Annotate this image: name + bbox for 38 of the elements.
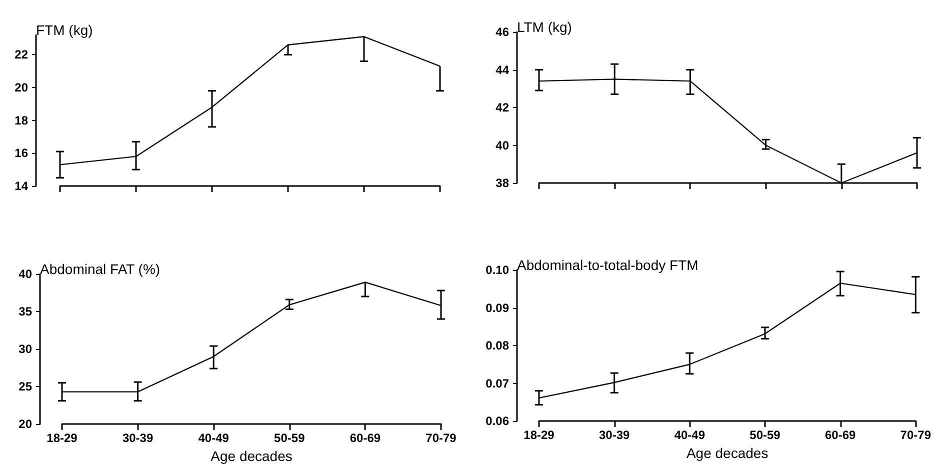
y-tick-label: 42 [496, 100, 510, 114]
x-tick-label: 18-29 [524, 428, 555, 442]
y-tick-label: 20 [18, 417, 32, 432]
y-axis-title: Abdominal-to-total-body FTM [517, 257, 698, 273]
y-tick-label: 22 [14, 48, 28, 62]
x-tick-label: 70-79 [426, 431, 457, 446]
y-tick-label: 46 [496, 25, 510, 39]
x-tick-label: 40-49 [198, 431, 230, 446]
y-axis-title: FTM (kg) [36, 22, 93, 38]
x-tick-label: 60-69 [350, 431, 381, 446]
y-tick-label: 0.09 [486, 300, 510, 315]
y-tick-label: 14 [14, 179, 28, 193]
y-tick-label: 44 [496, 62, 510, 77]
y-tick-label: 40 [18, 267, 32, 281]
y-tick-label: 0.07 [486, 376, 510, 390]
y-tick-label: 0.10 [486, 263, 510, 277]
y-tick-label: 38 [496, 176, 510, 190]
x-tick-label: 30-39 [598, 428, 630, 442]
x-tick-label: 40-49 [674, 428, 706, 442]
x-tick-label: 18-29 [46, 431, 78, 446]
x-tick-label: 70-79 [900, 428, 932, 442]
x-axis-title: Age decades [686, 444, 768, 461]
y-tick-label: 0.08 [486, 338, 510, 352]
y-tick-label: 16 [14, 146, 28, 160]
y-tick-label: 35 [18, 304, 32, 319]
y-tick-label: 30 [18, 342, 32, 356]
y-axis-title: Abdominal FAT (%) [40, 261, 160, 277]
x-tick-label: 30-39 [122, 431, 154, 446]
y-tick-label: 18 [14, 113, 28, 128]
y-tick-label: 25 [18, 380, 32, 394]
x-tick-label: 50-59 [274, 431, 306, 446]
y-axis-title: LTM (kg) [517, 19, 572, 35]
x-axis-title: Age decades [210, 448, 292, 464]
y-tick-label: 20 [14, 80, 28, 95]
y-tick-label: 0.06 [486, 414, 510, 428]
x-tick-label: 50-59 [750, 428, 781, 442]
x-tick-label: 60-69 [824, 428, 856, 442]
y-tick-label: 40 [496, 138, 510, 152]
